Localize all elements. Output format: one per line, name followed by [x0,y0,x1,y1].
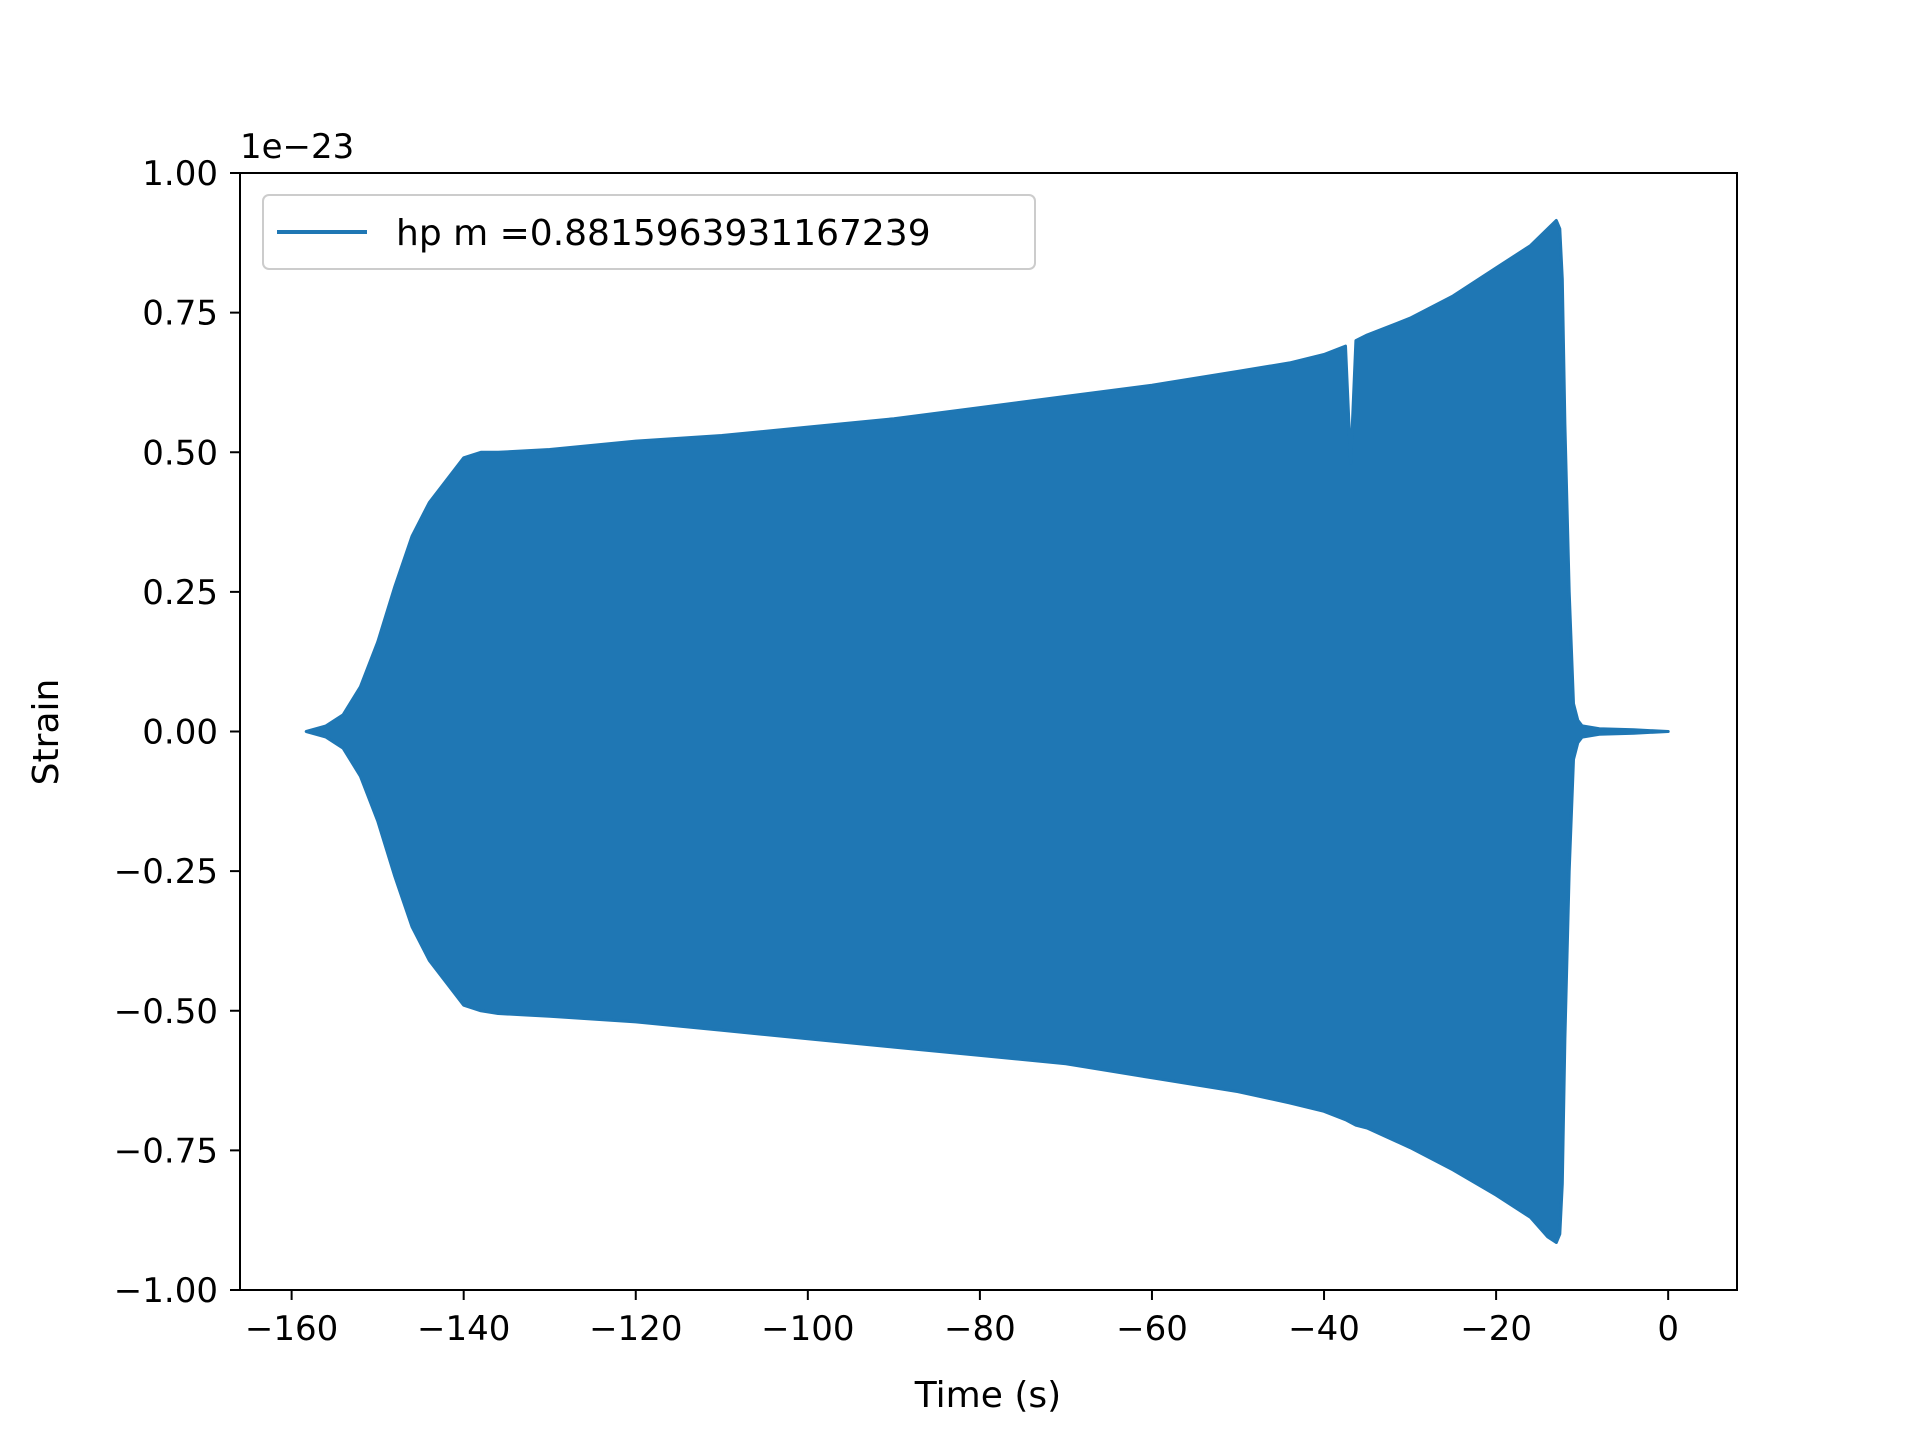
y-tick-label: 0.50 [142,433,218,473]
x-tick-label: −40 [1288,1309,1360,1349]
plot-area [304,219,1670,1244]
x-tick-label: 0 [1657,1309,1679,1349]
x-tick-label: −100 [761,1309,854,1349]
y-axis: −1.00 −0.75 −0.50 −0.25 0.00 0.25 0.50 0.75 1.00 [114,154,240,1311]
x-tick-label: −80 [944,1309,1016,1349]
y-tick-label: −1.00 [114,1271,218,1311]
x-axis-label: Time (s) [914,1375,1061,1416]
y-tick-label: −0.75 [114,1131,218,1171]
x-tick-label: −160 [245,1309,338,1349]
y-tick-label: −0.25 [114,852,218,892]
y-tick-label: −0.50 [114,992,218,1032]
y-tick-label: 1.00 [142,154,218,194]
y-tick-label: 0.25 [142,573,218,613]
y-axis-label: Strain [26,679,67,786]
legend-box [262,194,1036,270]
y-scale-label: 1e−23 [240,127,354,167]
x-tick-label: −60 [1116,1309,1188,1349]
x-tick-label: −20 [1460,1309,1532,1349]
x-tick-label: −140 [417,1309,510,1349]
x-tick-label: −120 [589,1309,682,1349]
legend-entry: hp m =0.8815963931167239 [396,213,931,254]
y-tick-label: 0.75 [142,294,218,334]
series-waveform-0 [304,219,1670,1244]
legend: hp m =0.8815963931167239 [262,194,1036,270]
y-tick-label: 0.00 [142,713,218,753]
x-axis: −160 −140 −120 −100 −80 −60 −40 −20 0 [245,1290,1679,1349]
